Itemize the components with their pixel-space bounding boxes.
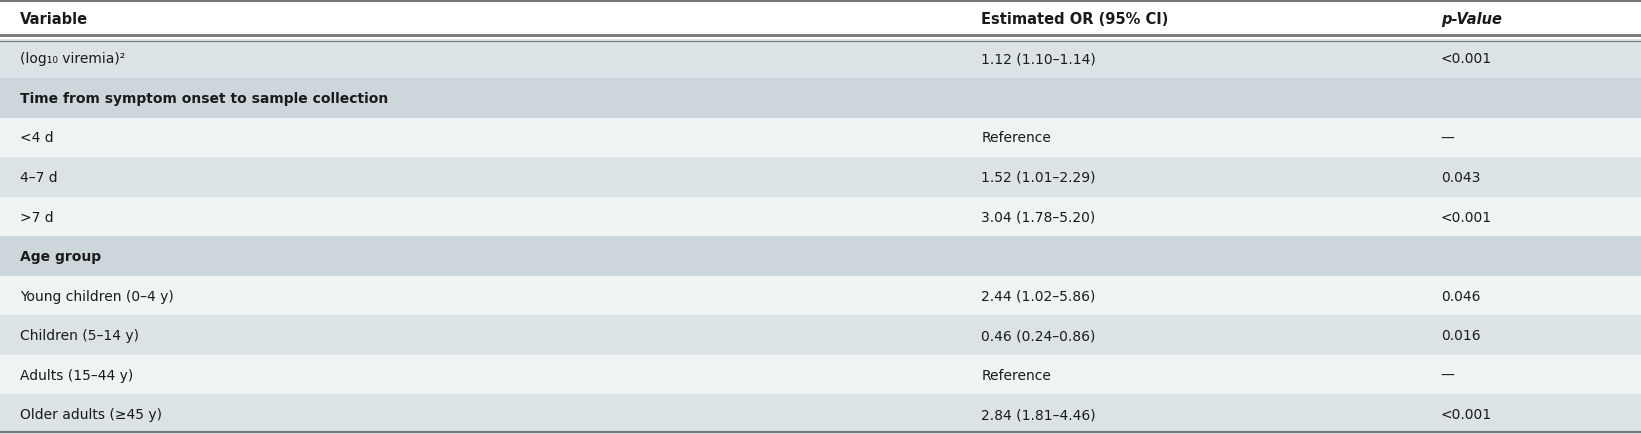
Bar [0, 0, 1641, 39]
Bar [0, 79, 1641, 118]
Text: <0.001: <0.001 [1441, 407, 1492, 421]
Text: Older adults (≥45 y): Older adults (≥45 y) [20, 407, 162, 421]
Text: 1.12 (1.10–1.14): 1.12 (1.10–1.14) [981, 52, 1096, 66]
Text: 3.04 (1.78–5.20): 3.04 (1.78–5.20) [981, 210, 1096, 224]
Text: 0.46 (0.24–0.86): 0.46 (0.24–0.86) [981, 329, 1096, 342]
Text: >7 d: >7 d [20, 210, 53, 224]
Text: 2.84 (1.81–4.46): 2.84 (1.81–4.46) [981, 407, 1096, 421]
Text: (log₁₀ viremia)²: (log₁₀ viremia)² [20, 52, 125, 66]
Text: Estimated OR (95% CI): Estimated OR (95% CI) [981, 12, 1168, 27]
Text: Adults (15–44 y): Adults (15–44 y) [20, 368, 133, 382]
Bar [0, 395, 1641, 434]
Text: <0.001: <0.001 [1441, 210, 1492, 224]
Bar [0, 39, 1641, 79]
Bar [0, 158, 1641, 197]
Text: 0.043: 0.043 [1441, 171, 1480, 184]
Bar [0, 355, 1641, 395]
Text: Reference: Reference [981, 131, 1052, 145]
Bar [0, 118, 1641, 158]
Text: 2.44 (1.02–5.86): 2.44 (1.02–5.86) [981, 289, 1096, 303]
Bar [0, 197, 1641, 237]
Text: Time from symptom onset to sample collection: Time from symptom onset to sample collec… [20, 92, 387, 105]
Bar [0, 316, 1641, 355]
Text: Variable: Variable [20, 12, 89, 27]
Text: Young children (0–4 y): Young children (0–4 y) [20, 289, 174, 303]
Text: 0.046: 0.046 [1441, 289, 1480, 303]
Text: <0.001: <0.001 [1441, 52, 1492, 66]
Text: p-Value: p-Value [1441, 12, 1502, 27]
Text: 0.016: 0.016 [1441, 329, 1480, 342]
Text: Reference: Reference [981, 368, 1052, 382]
Text: —: — [1441, 368, 1454, 382]
Text: 1.52 (1.01–2.29): 1.52 (1.01–2.29) [981, 171, 1096, 184]
Text: Children (5–14 y): Children (5–14 y) [20, 329, 139, 342]
Text: 4–7 d: 4–7 d [20, 171, 57, 184]
Bar [0, 276, 1641, 316]
Text: <4 d: <4 d [20, 131, 53, 145]
Bar [0, 237, 1641, 276]
Text: Age group: Age group [20, 250, 100, 263]
Text: —: — [1441, 131, 1454, 145]
